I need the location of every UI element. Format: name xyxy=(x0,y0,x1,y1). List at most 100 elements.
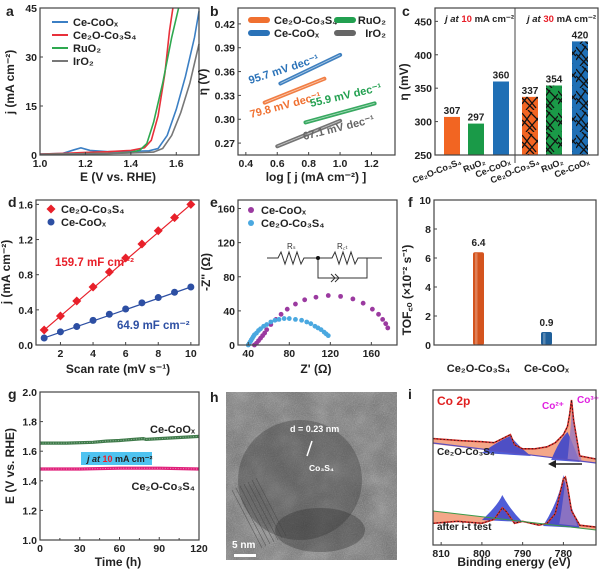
panel-label-d: d xyxy=(8,194,17,210)
y-axis-label: -Z'' (Ω) xyxy=(199,253,213,291)
y-tick-label: 0 xyxy=(425,340,431,352)
x-axis-label: Time (h) xyxy=(95,555,141,569)
y-tick-label: 0.39 xyxy=(215,43,236,55)
y-tick-label: 8 xyxy=(425,224,431,236)
series-line xyxy=(40,434,200,445)
legend-label: IrO₂ xyxy=(365,28,386,40)
data-point xyxy=(122,305,130,313)
fit-line-highlight xyxy=(277,120,341,147)
phase-label: Co₃S₄ xyxy=(309,463,334,473)
baseline xyxy=(432,510,597,531)
data-point xyxy=(137,239,147,249)
legend-marker xyxy=(47,218,55,226)
bar-value-label: 337 xyxy=(522,86,539,97)
x-axis-label: E (V vs. RHE) xyxy=(80,170,156,184)
x-tick-label: 60 xyxy=(114,543,126,555)
data-point xyxy=(284,306,290,312)
y-tick-label: 0 xyxy=(229,340,235,352)
data-point xyxy=(73,323,81,331)
tem-image xyxy=(226,392,397,560)
x-tick-label: 0.8 xyxy=(301,158,316,170)
y-tick-label: 0 xyxy=(31,150,37,162)
y-tick-label: 1.6 xyxy=(22,446,37,458)
data-point xyxy=(264,322,270,327)
y-tick-label: 2.0 xyxy=(22,387,37,399)
y-tick-label: 300 xyxy=(414,117,432,129)
x-tick-label: 120 xyxy=(322,348,340,360)
fit-line-highlight xyxy=(264,78,325,103)
data-point xyxy=(121,253,131,263)
x-tick-label: 4 xyxy=(90,348,96,360)
bar-value-label: 297 xyxy=(468,113,485,124)
x-tick-label: 90 xyxy=(153,543,165,555)
data-point xyxy=(293,317,298,322)
legend-label: Ce₂O-Co₃S₄ xyxy=(73,30,137,42)
panel-d: d 159.7 mF cm⁻² 64.9 mF cm⁻² 2 4 6 8 10 0.0 0.4 0.… xyxy=(0,194,200,376)
x-tick-label: 810 xyxy=(432,548,450,560)
x-tick-label: 0 xyxy=(37,543,43,555)
x-tick-label: 1.6 xyxy=(169,158,184,170)
y-tick-label: 0.42 xyxy=(215,19,236,31)
x-tick-label: 8 xyxy=(155,348,161,360)
plot-frame xyxy=(237,199,398,346)
data-point xyxy=(308,321,314,327)
x-tick-label: 80 xyxy=(283,348,295,360)
data-point xyxy=(40,334,48,342)
y-tick-label: 2 xyxy=(425,311,431,323)
plot-frame xyxy=(237,7,396,156)
data-point xyxy=(154,294,162,302)
d-spacing-label: d = 0.23 nm xyxy=(290,424,339,434)
legend-label: RuO₂ xyxy=(358,15,386,27)
x-tick-label: 1.4 xyxy=(124,158,139,170)
circuit-label-rs: Rₛ xyxy=(287,242,296,251)
panel-c: cj at 10 mA cm⁻²307Ce₂O-Co₃S₄297RuO₂360C… xyxy=(397,3,599,185)
fit-line-highlight xyxy=(305,103,375,123)
data-point xyxy=(325,333,331,339)
data-point xyxy=(55,311,65,321)
y-tick-label: 0.0 xyxy=(18,340,33,352)
y-tick-label: 15 xyxy=(25,101,37,113)
panel-label-e: e xyxy=(210,194,218,210)
x-axis-label: log [ j (mA cm⁻²) ] xyxy=(266,170,367,184)
bar xyxy=(541,331,552,345)
panel-i: i Co 2p Co²⁺ Co³⁺ Ce₂O-Co₃S₄ after i-t test 81… xyxy=(408,386,599,569)
data-point xyxy=(105,310,113,318)
equivalent-circuit xyxy=(267,250,382,283)
y-tick-label: 1.2 xyxy=(18,235,33,247)
x-tick-label: 1.2 xyxy=(364,158,379,170)
legend-label: Ce-CoOₓ xyxy=(261,205,307,217)
data-point xyxy=(369,306,375,312)
plot-frame xyxy=(35,199,200,346)
legend-label: Ce₂O-Co₃S₄ xyxy=(61,204,125,216)
data-point xyxy=(278,311,284,317)
y-tick-label: 80 xyxy=(223,272,235,284)
y-tick-label: 45 xyxy=(25,3,37,15)
legend-label: Ce₂O-Co₃S₄ xyxy=(261,218,325,230)
data-point xyxy=(153,226,163,236)
data-point xyxy=(325,293,331,298)
series-label: Ce-CoOₓ xyxy=(150,424,196,436)
data-point xyxy=(286,316,292,321)
x-tick-label: 40 xyxy=(242,348,254,360)
peak-label-co2: Co²⁺ xyxy=(542,401,564,412)
panel-label-g: g xyxy=(8,386,17,402)
series-line xyxy=(39,43,200,156)
data-point xyxy=(170,213,180,223)
bar-hatch xyxy=(546,85,562,155)
peak-label-co3: Co³⁺ xyxy=(577,395,599,406)
y-tick-label: 160 xyxy=(217,204,235,216)
y-tick-label: 120 xyxy=(217,238,235,250)
y-tick-label: 1.0 xyxy=(22,535,37,547)
y-tick-label: 0.8 xyxy=(18,270,33,282)
data-point xyxy=(138,299,146,307)
y-tick-label: 6 xyxy=(425,253,431,265)
panel-label-i: i xyxy=(408,386,412,402)
x-tick-label: 1.0 xyxy=(33,158,48,170)
y-axis-label: TOF꜀ₒ (×10⁻² s⁻¹) xyxy=(400,245,414,336)
x-tick-label: 1.2 xyxy=(78,158,93,170)
data-point xyxy=(376,311,381,317)
bar-hatch xyxy=(522,96,538,155)
data-point xyxy=(380,317,386,322)
x-axis-label: Binding energy (eV) xyxy=(457,555,570,569)
